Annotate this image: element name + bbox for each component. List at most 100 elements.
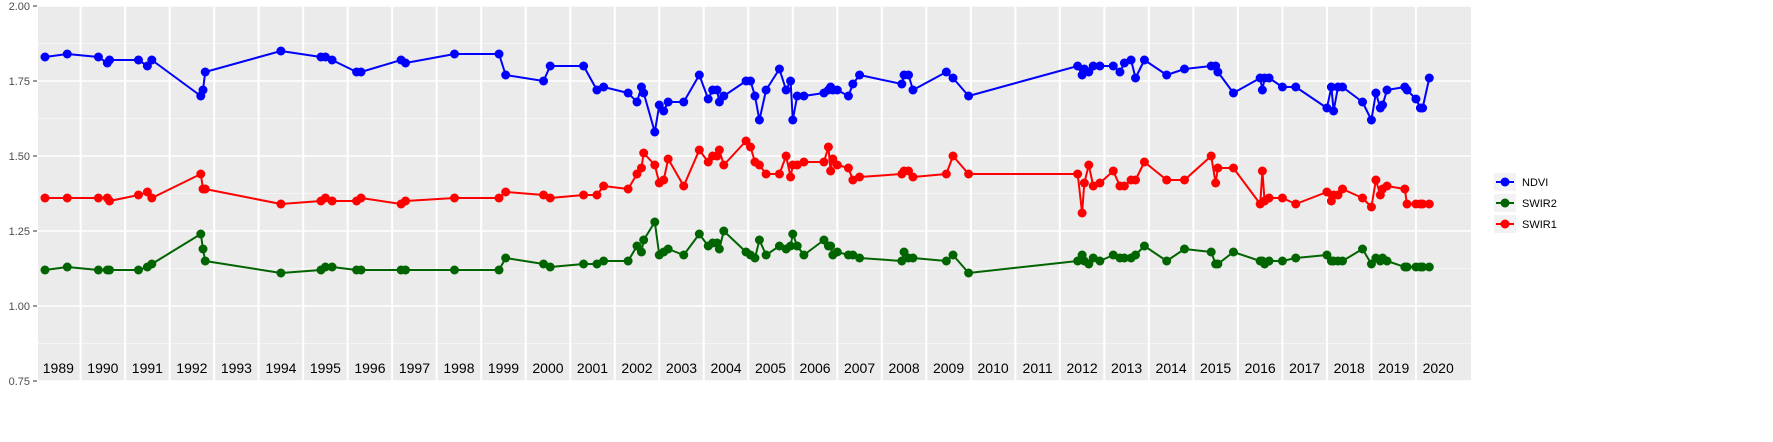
data-point-swir1 (663, 154, 673, 164)
data-point-swir1 (948, 151, 958, 161)
data-point-swir1 (1095, 178, 1105, 188)
y-axis: 0.75 1.00 1.25 1.50 1.75 2.00 (9, 1, 37, 388)
data-point-swir2 (501, 253, 511, 263)
data-point-ndvi (327, 55, 337, 65)
data-point-swir2 (276, 268, 286, 278)
data-point-ndvi (832, 85, 842, 95)
data-point-ndvi (1326, 82, 1336, 92)
year-label: 2015 (1200, 360, 1231, 376)
data-point-ndvi (948, 73, 958, 83)
data-point-swir2 (401, 265, 411, 275)
year-label: 1998 (443, 360, 474, 376)
data-point-swir1 (1206, 151, 1216, 161)
data-point-ndvi (545, 61, 555, 71)
data-point-swir2 (1337, 256, 1347, 266)
data-point-ndvi (276, 46, 286, 56)
year-label: 2012 (1067, 360, 1098, 376)
data-point-swir1 (1119, 181, 1129, 191)
data-point-ndvi (639, 88, 649, 98)
data-point-swir1 (639, 148, 649, 158)
data-point-ndvi (198, 85, 208, 95)
data-point-swir1 (1366, 202, 1376, 212)
data-point-swir1 (1402, 199, 1412, 209)
data-point-swir2 (1277, 256, 1287, 266)
data-point-swir1 (147, 193, 157, 203)
legend-label-swir1: SWIR1 (1522, 219, 1557, 231)
data-point-swir2 (1095, 256, 1105, 266)
data-point-swir1 (781, 151, 791, 161)
year-separator-lines (36, 6, 1473, 381)
data-point-swir2 (623, 256, 633, 266)
data-point-ndvi (450, 49, 460, 59)
data-point-ndvi (632, 97, 642, 107)
data-point-ndvi (750, 91, 760, 101)
data-point-swir1 (1213, 163, 1223, 173)
data-point-ndvi (774, 64, 784, 74)
data-point-swir1 (799, 157, 809, 167)
data-point-swir1 (93, 193, 103, 203)
y-tick-label: 2.00 (9, 1, 30, 13)
data-point-ndvi (40, 52, 50, 62)
data-point-swir2 (1119, 253, 1129, 263)
data-point-swir2 (327, 262, 337, 272)
data-point-ndvi (1126, 55, 1136, 65)
data-point-ndvi (788, 115, 798, 125)
data-point-swir2 (198, 244, 208, 254)
data-point-swir1 (1371, 175, 1381, 185)
data-point-swir2 (494, 265, 504, 275)
legend-label-swir2: SWIR2 (1522, 198, 1557, 210)
year-label: 2002 (621, 360, 652, 376)
data-point-swir1 (1358, 193, 1368, 203)
data-point-swir1 (1264, 193, 1274, 203)
data-point-swir2 (93, 265, 103, 275)
data-point-ndvi (761, 85, 771, 95)
data-point-ndvi (712, 85, 722, 95)
data-point-swir2 (650, 217, 660, 227)
data-point-swir1 (1228, 163, 1238, 173)
data-point-swir2 (908, 253, 918, 263)
data-point-swir2 (786, 241, 796, 251)
data-point-ndvi (1277, 82, 1287, 92)
data-point-swir1 (501, 187, 511, 197)
data-point-swir1 (1179, 175, 1189, 185)
data-point-swir1 (599, 181, 609, 191)
data-point-swir2 (1213, 259, 1223, 269)
data-point-ndvi (719, 91, 729, 101)
data-point-swir1 (623, 184, 633, 194)
data-point-swir1 (450, 193, 460, 203)
data-point-swir2 (761, 250, 771, 260)
data-point-ndvi (1139, 55, 1149, 65)
data-point-swir1 (356, 193, 366, 203)
data-point-swir2 (320, 262, 330, 272)
data-point-ndvi (694, 70, 704, 80)
data-point-ndvi (133, 55, 143, 65)
data-point-swir1 (105, 196, 115, 206)
data-point-ndvi (62, 49, 72, 59)
data-point-swir2 (639, 235, 649, 245)
data-point-ndvi (855, 70, 865, 80)
data-point-swir1 (855, 172, 865, 182)
y-tick-label: 1.50 (9, 151, 30, 163)
data-point-swir1 (1257, 166, 1267, 176)
year-label: 2006 (799, 360, 830, 376)
data-point-swir1 (819, 157, 829, 167)
data-point-ndvi (908, 85, 918, 95)
data-point-ndvi (1402, 85, 1412, 95)
data-point-swir1 (1073, 169, 1083, 179)
year-label: 2004 (710, 360, 741, 376)
data-point-swir2 (714, 244, 724, 254)
data-point-swir1 (754, 160, 764, 170)
data-point-ndvi (623, 88, 633, 98)
data-point-swir2 (356, 265, 366, 275)
data-point-ndvi (703, 94, 713, 104)
data-point-swir1 (545, 193, 555, 203)
year-label: 1990 (87, 360, 118, 376)
data-point-ndvi (1378, 100, 1388, 110)
data-point-ndvi (792, 91, 802, 101)
data-point-swir1 (823, 142, 833, 152)
data-point-swir1 (746, 142, 755, 152)
data-point-ndvi (1337, 82, 1347, 92)
legend: NDVI SWIR2 SWIR1 (1494, 173, 1557, 233)
data-point-swir1 (659, 175, 669, 185)
y-tick-label: 0.75 (9, 376, 30, 388)
